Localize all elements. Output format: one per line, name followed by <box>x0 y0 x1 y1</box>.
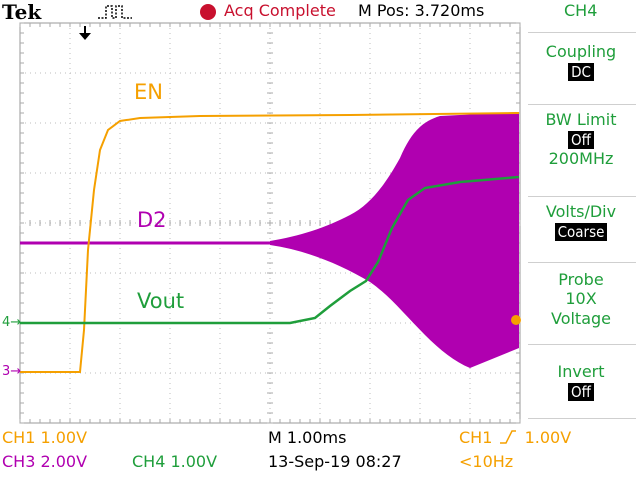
horizontal-position: M Pos: 3.720ms <box>358 1 485 20</box>
menu-channel-title: CH4 <box>564 1 598 20</box>
ch3-scale: CH3 2.00V <box>2 452 88 471</box>
ch1-scale: CH1 1.00V <box>2 428 88 447</box>
ch1-level-marker <box>511 315 521 325</box>
vout-label: Vout <box>137 289 185 313</box>
timebase: M 1.00ms <box>268 428 347 447</box>
trigger-pulse-icon <box>98 5 132 19</box>
probe-type: Voltage <box>550 309 611 328</box>
bw-limit-freq: 200MHz <box>548 149 614 168</box>
coupling-label: Coupling <box>545 42 617 61</box>
trigger-position-icon <box>79 26 91 40</box>
bw-limit-label: BW Limit <box>545 110 617 129</box>
ch4-scale: CH4 1.00V <box>132 452 218 471</box>
volts-div-button[interactable]: Volts/Div Coarse <box>522 202 640 241</box>
probe-button[interactable]: Probe 10X Voltage <box>522 270 640 329</box>
probe-label: Probe <box>558 270 604 289</box>
acq-status: Acq Complete <box>224 1 336 20</box>
trigger-frequency: <10Hz <box>459 452 514 471</box>
invert-value: Off <box>568 383 594 401</box>
probe-attenuation: 10X <box>565 289 597 308</box>
bw-limit-button[interactable]: BW Limit Off 200MHz <box>522 110 640 169</box>
d2-envelope <box>270 112 519 368</box>
trigger-readout: CH1 1.00V <box>459 428 571 447</box>
en-trace <box>20 112 520 373</box>
coupling-button[interactable]: Coupling DC <box>522 42 640 81</box>
invert-label: Invert <box>557 362 605 381</box>
volts-div-value: Coarse <box>554 223 608 241</box>
ch4-marker: 4→ <box>2 315 22 330</box>
datetime: 13-Sep-19 08:27 <box>268 452 402 471</box>
invert-button[interactable]: Invert Off <box>522 362 640 401</box>
vout-trace <box>20 175 520 325</box>
trigger-source: CH1 <box>459 428 493 447</box>
en-label: EN <box>134 80 163 104</box>
rising-edge-icon <box>500 430 517 444</box>
ch3-marker: 3→ <box>2 364 22 379</box>
trigger-level: 1.00V <box>524 428 572 447</box>
bw-limit-value: Off <box>568 131 594 149</box>
volts-div-label: Volts/Div <box>545 202 617 221</box>
coupling-value: DC <box>568 63 594 81</box>
d2-label: D2 <box>137 208 167 232</box>
brand-logo: Tek <box>2 0 42 24</box>
acq-status-icon <box>200 4 216 20</box>
